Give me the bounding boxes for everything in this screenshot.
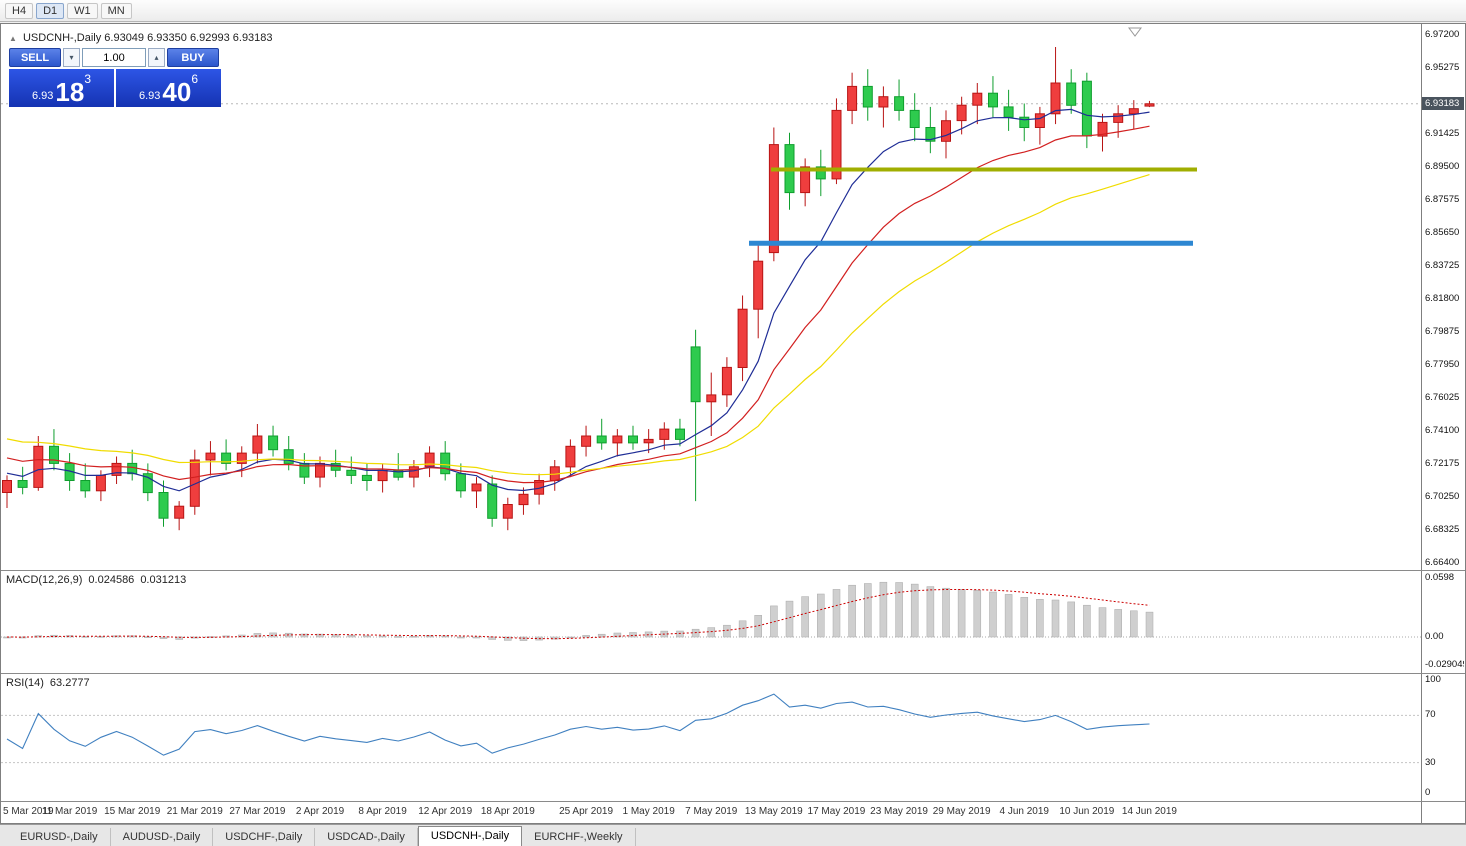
ohlc-close: 6.93183 [232,32,273,44]
symbol-name: USDCNH-,Daily [22,32,102,44]
chart-tab-bar: EURUSD-,Daily AUDUSD-,Daily USDCHF-,Daily U… [0,824,1466,846]
axis-corner-bottom [1421,802,1464,823]
chart-tab-eurchf-weekly[interactable]: EURCHF-,Weekly [522,828,636,846]
date-axis-label: 12 Apr 2019 [418,806,473,817]
macd-axis-label: 0.00 [1425,631,1444,642]
chart-shift-marker[interactable] [1128,27,1142,37]
date-axis-label: 29 May 2019 [932,806,991,817]
sell-price-pips: 18 [55,77,85,107]
macd-signal-value: 0.031213 [140,574,187,586]
buy-price-pips: 40 [162,77,192,107]
rsi-axis-label: 0 [1425,787,1431,798]
macd-panel: MACD(12,26,9) 0.024586 0.031213 0.0598 0.00… [1,570,1465,673]
sell-price-base: 6.93 [31,90,54,102]
price-axis-label: 6.89500 [1425,160,1460,172]
rsi-name: RSI(14) [6,677,44,689]
sell-button[interactable]: SELL [9,48,61,67]
date-axis-label: 18 Apr 2019 [480,806,535,817]
date-axis-label: 23 May 2019 [870,806,928,817]
price-axis-label: 6.70250 [1425,490,1460,502]
macd-axis[interactable]: 0.0598 0.00 -0.029049 [1421,571,1464,673]
price-axis-label: 6.81800 [1425,292,1460,304]
volume-input[interactable] [82,48,146,67]
price-axis-label: 6.76025 [1425,391,1460,403]
date-axis-label: 2 Apr 2019 [295,806,345,817]
date-axis-label: 25 Apr 2019 [559,806,614,817]
date-axis-label: 21 Mar 2019 [166,806,223,817]
ohlc-low: 6.92993 [189,32,230,44]
date-axis-label: 8 Apr 2019 [358,806,407,817]
rsi-value: 63.2777 [49,677,90,689]
price-axis-label: 6.97200 [1425,28,1460,40]
price-axis-label: 6.95275 [1425,61,1460,73]
ohlc-open: 6.93049 [104,32,145,44]
volume-increase-button[interactable]: ▴ [148,48,165,67]
window-marker-icon: ▲ [9,34,17,43]
rsi-label: RSI(14) 63.2777 [6,677,96,689]
macd-label: MACD(12,26,9) 0.024586 0.031213 [6,574,192,586]
rsi-axis-label: 70 [1425,709,1436,721]
current-price-tag: 6.93183 [1422,96,1464,110]
axis-corner: 100 70 30 0 [1421,674,1464,801]
date-axis-label: 13 May 2019 [744,806,803,817]
date-axis-label: 7 May 2019 [685,806,738,817]
macd-axis-label: 0.0598 [1425,572,1455,584]
timeframe-button-d1[interactable]: D1 [36,2,65,19]
price-axis[interactable]: 6.97200 6.95275 6.91425 6.89500 6.87575 6.856… [1421,24,1464,570]
timeframe-button-w1[interactable]: W1 [67,2,98,19]
chart-window: ▲ USDCNH-,Daily 6.93049 6.93350 6.92993 … [0,23,1466,824]
price-chart-canvas[interactable] [1,24,1421,570]
chart-tab-audusd-daily[interactable]: AUDUSD-,Daily [111,828,214,846]
date-axis-label: 11 Mar 2019 [41,806,98,817]
price-axis-label: 6.72175 [1425,457,1460,469]
price-axis-label: 6.79875 [1425,325,1460,337]
price-axis-label: 6.68325 [1425,523,1460,535]
price-axis-label: 6.74100 [1425,424,1460,436]
chart-tab-usdcnh-daily[interactable]: USDCNH-,Daily [417,826,523,846]
date-axis[interactable]: 5 Mar 2019 11 Mar 2019 15 Mar 2019 21 Mar 2… [1,801,1465,823]
macd-chart-canvas[interactable] [1,571,1421,673]
date-axis-label: 5 Mar 2019 [3,806,54,817]
timeframe-button-mn[interactable]: MN [100,2,132,19]
price-axis-label: 6.91425 [1425,127,1460,139]
symbol-header: ▲ USDCNH-,Daily 6.93049 6.93350 6.92993 … [9,32,273,44]
date-axis-label: 17 May 2019 [807,806,866,817]
ohlc-high: 6.93350 [147,32,187,44]
rsi-axis-label: 30 [1425,756,1436,768]
rsi-panel: RSI(14) 63.2777 100 70 30 0 [1,673,1465,801]
price-panel: ▲ USDCNH-,Daily 6.93049 6.93350 6.92993 … [1,24,1465,570]
buy-price-base: 6.93 [138,90,161,102]
volume-decrease-button[interactable]: ▾ [63,48,80,67]
buy-price-display[interactable]: 6.93 40 6 [116,69,221,107]
date-axis-label: 1 May 2019 [622,806,675,817]
price-axis-label: 6.87575 [1425,193,1460,205]
date-axis-label: 27 Mar 2019 [229,806,286,817]
price-axis-label: 6.77950 [1425,358,1460,370]
price-axis-label: 6.83725 [1425,259,1460,271]
rsi-axis-label: 100 [1425,674,1441,685]
buy-price-point: 6 [191,72,199,86]
date-axis-label: 4 Jun 2019 [999,806,1050,817]
sell-price-point: 3 [84,72,92,86]
date-axis-label: 10 Jun 2019 [1059,806,1115,817]
chart-tab-usdchf-daily[interactable]: USDCHF-,Daily [213,828,316,846]
rsi-chart-canvas[interactable] [1,674,1421,801]
date-axis-label: 14 Jun 2019 [1121,806,1177,817]
macd-value: 0.024586 [88,574,135,586]
chart-tab-eurusd-daily[interactable]: EURUSD-,Daily [8,828,111,846]
buy-button[interactable]: BUY [167,48,219,67]
price-axis-label: 6.66400 [1425,556,1460,568]
chart-tab-usdcad-daily[interactable]: USDCAD-,Daily [315,828,418,846]
sell-price-display[interactable]: 6.93 18 3 [9,69,114,107]
price-axis-label: 6.85650 [1425,226,1460,238]
macd-axis-label: -0.029049 [1425,659,1464,670]
timeframe-button-h4[interactable]: H4 [5,2,34,19]
date-axis-label: 15 Mar 2019 [104,806,161,817]
macd-name: MACD(12,26,9) [6,574,83,586]
timeframe-toolbar: H4 D1 W1 MN [0,0,1466,22]
